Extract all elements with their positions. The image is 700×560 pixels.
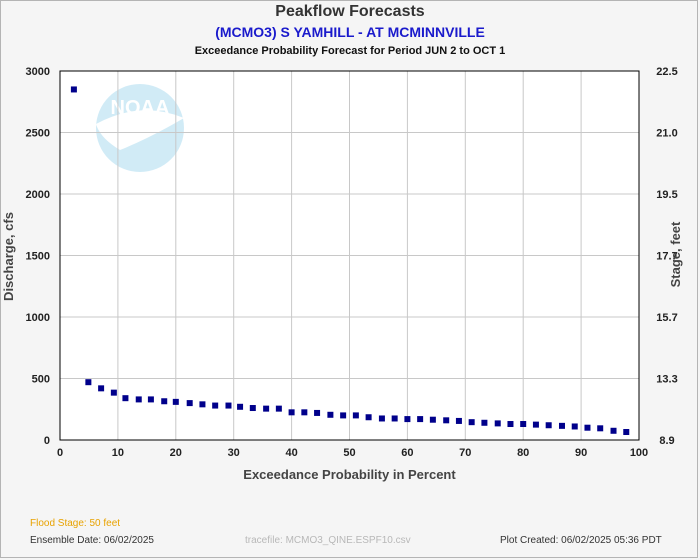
data-point bbox=[597, 425, 604, 432]
data-point bbox=[365, 414, 372, 421]
y-tick-label: 500 bbox=[32, 374, 50, 386]
data-point bbox=[584, 424, 591, 431]
y-axis-title: Discharge, cfs bbox=[1, 212, 16, 301]
tracefile-note: tracefile: MCMO3_QINE.ESPF10.csv bbox=[245, 535, 411, 546]
y-tick-labels: 0 500 1000 1500 2000 2500 3000 bbox=[26, 66, 50, 447]
data-point bbox=[288, 409, 295, 416]
x-tick-label: 50 bbox=[343, 447, 355, 459]
data-point bbox=[212, 402, 219, 409]
y2-tick-label: 19.5 bbox=[656, 189, 677, 201]
data-point bbox=[532, 421, 539, 428]
x-tick-labels: 0 10 20 30 40 50 60 70 80 90 100 bbox=[57, 447, 648, 459]
y2-tick-label: 13.3 bbox=[656, 374, 677, 386]
y2-tick-label: 15.7 bbox=[656, 312, 677, 324]
data-point bbox=[327, 411, 334, 418]
data-point bbox=[610, 427, 617, 434]
y2-tick-labels: 8.9 13.3 15.7 17.7 19.5 21.0 22.5 bbox=[656, 66, 677, 447]
data-point bbox=[571, 423, 578, 430]
data-point bbox=[545, 422, 552, 429]
data-point bbox=[237, 403, 244, 410]
data-point bbox=[85, 379, 92, 386]
data-point bbox=[391, 415, 398, 422]
data-point bbox=[98, 385, 105, 392]
data-point bbox=[417, 416, 424, 423]
x-tick-label: 30 bbox=[228, 447, 240, 459]
data-point bbox=[186, 400, 193, 407]
x-tick-label: 80 bbox=[517, 447, 529, 459]
data-point bbox=[249, 405, 256, 412]
data-point bbox=[443, 417, 450, 424]
plot-created-date: Plot Created: 06/02/2025 05:36 PDT bbox=[500, 535, 662, 546]
data-point bbox=[199, 401, 206, 408]
y2-tick-label: 8.9 bbox=[659, 435, 674, 447]
y2-tick-label: 17.7 bbox=[656, 251, 677, 263]
data-point bbox=[340, 412, 347, 419]
data-point bbox=[225, 402, 232, 409]
y2-tick-label: 21.0 bbox=[656, 128, 677, 140]
x-tick-label: 40 bbox=[285, 447, 297, 459]
data-point bbox=[161, 398, 168, 405]
noaa-logo-text: NOAA bbox=[111, 97, 170, 119]
data-point bbox=[70, 86, 77, 93]
data-point bbox=[314, 409, 321, 416]
x-tick-label: 70 bbox=[459, 447, 471, 459]
period-title: Exceedance Probability Forecast for Peri… bbox=[194, 45, 506, 57]
y2-tick-label: 22.5 bbox=[656, 66, 677, 78]
data-point bbox=[404, 416, 411, 423]
data-point bbox=[494, 420, 501, 427]
data-point bbox=[352, 412, 359, 419]
y-tick-label: 3000 bbox=[26, 66, 50, 78]
noaa-logo-watermark: NOAA bbox=[96, 84, 184, 172]
data-point bbox=[172, 398, 179, 405]
chart-title: Peakflow Forecasts bbox=[275, 3, 425, 20]
data-point bbox=[122, 395, 129, 402]
data-point bbox=[378, 415, 385, 422]
data-point bbox=[455, 417, 462, 424]
data-points bbox=[70, 86, 630, 436]
y-tick-label: 1000 bbox=[26, 312, 50, 324]
data-point bbox=[110, 389, 117, 396]
data-point bbox=[507, 421, 514, 428]
x-tick-label: 10 bbox=[112, 447, 124, 459]
y-tick-label: 2500 bbox=[26, 128, 50, 140]
data-point bbox=[275, 405, 282, 412]
y2-axis-title: Stage, feet bbox=[668, 221, 683, 287]
data-point bbox=[558, 422, 565, 429]
data-point bbox=[623, 429, 630, 436]
x-tick-label: 60 bbox=[401, 447, 413, 459]
x-tick-label: 0 bbox=[57, 447, 63, 459]
x-axis-title: Exceedance Probability in Percent bbox=[243, 467, 456, 482]
y-tick-label: 2000 bbox=[26, 189, 50, 201]
grid-lines bbox=[60, 71, 639, 440]
data-point bbox=[263, 405, 270, 412]
data-point bbox=[520, 421, 527, 428]
data-point bbox=[135, 396, 142, 403]
x-tick-label: 90 bbox=[575, 447, 587, 459]
ensemble-date: Ensemble Date: 06/02/2025 bbox=[30, 535, 154, 546]
data-point bbox=[481, 419, 488, 426]
x-tick-label: 20 bbox=[170, 447, 182, 459]
station-subtitle: (MCMO3) S YAMHILL - AT MCMINNVILLE bbox=[215, 24, 485, 40]
y-tick-label: 0 bbox=[44, 435, 50, 447]
data-point bbox=[147, 396, 154, 403]
data-point bbox=[429, 416, 436, 423]
plot-border bbox=[59, 70, 640, 441]
y-tick-label: 1500 bbox=[26, 251, 50, 263]
data-point bbox=[468, 419, 475, 426]
data-point bbox=[301, 409, 308, 416]
flood-stage-note: Flood Stage: 50 feet bbox=[30, 518, 121, 529]
x-tick-label: 100 bbox=[630, 447, 648, 459]
